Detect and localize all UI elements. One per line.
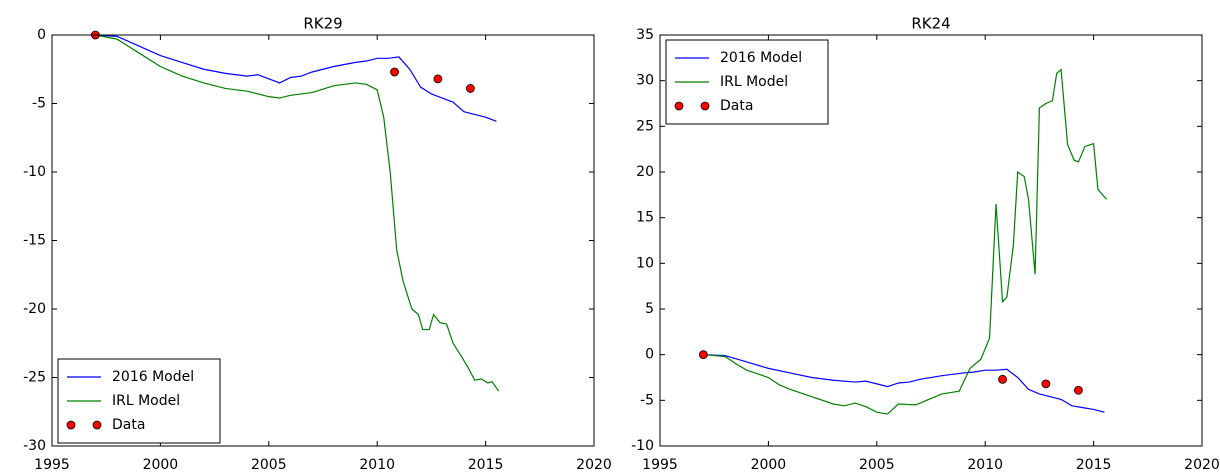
series-line	[703, 68, 1108, 415]
chart-title: RK29	[303, 15, 342, 33]
x-tick-label: 2000	[751, 457, 787, 473]
y-tick-label: 25	[636, 118, 654, 134]
legend: 2016 Model IRL Model Data	[57, 358, 221, 444]
legend-marker	[700, 101, 710, 111]
y-tick-label: 20	[636, 164, 654, 180]
x-tick-label: 2015	[1076, 457, 1112, 473]
x-tick-label: 2010	[359, 457, 395, 473]
y-tick-label: -5	[640, 392, 654, 408]
data-point	[698, 350, 708, 360]
x-tick-label: 2015	[468, 457, 504, 473]
y-tick-label: -25	[23, 370, 46, 386]
legend-marker	[674, 101, 684, 111]
legend-label: 2016 Model	[112, 369, 194, 385]
y-tick-label: -10	[631, 438, 654, 454]
plot-frame	[51, 34, 595, 447]
chart-title: RK24	[911, 15, 950, 33]
x-tick-label: 2010	[967, 457, 1003, 473]
plot-area	[703, 68, 1108, 415]
data-point	[1074, 385, 1083, 395]
x-tick-label: 2005	[859, 457, 895, 473]
x-tick-label: 2000	[143, 457, 179, 473]
x-tick-label: 2005	[251, 457, 287, 473]
chart-panel: RK29 1995 2000 2005 2010 2015 2020 -30 -25 -20 -15…	[23, 15, 612, 474]
data-point	[390, 67, 399, 77]
y-tick-label: -20	[23, 301, 46, 317]
chart-panel: RK24 1995 2000 2005 2010 2015 2020 -10 -5 0 5 10 15 2…	[631, 15, 1220, 474]
y-tick-label: 35	[636, 27, 654, 43]
legend-label: IRL Model	[720, 74, 788, 90]
y-tick-label: 5	[645, 301, 654, 317]
x-tick-label: 2020	[1184, 457, 1220, 473]
y-tick-label: -10	[23, 164, 46, 180]
data-point	[433, 74, 443, 84]
legend-label: 2016 Model	[720, 50, 802, 66]
y-tick-label: 30	[636, 73, 654, 89]
y-tick-label: -15	[23, 233, 46, 249]
x-tick-label: 2020	[576, 457, 612, 473]
y-tick-label: -30	[23, 438, 46, 454]
x-tick-label: 1995	[642, 457, 678, 473]
x-tick-label: 1995	[34, 457, 70, 473]
y-tick-label: -5	[32, 96, 46, 112]
legend-marker	[92, 420, 102, 430]
legend-label: Data	[720, 98, 753, 114]
legend-label: IRL Model	[112, 393, 180, 409]
data-point	[998, 374, 1007, 384]
plot-frame	[659, 34, 1203, 447]
y-tick-label: 0	[37, 27, 46, 43]
data-point	[1041, 379, 1051, 389]
legend-label: Data	[112, 417, 145, 433]
legend-marker	[66, 420, 76, 430]
data-point	[466, 84, 475, 93]
y-tick-label: 15	[636, 210, 654, 226]
y-tick-label: 0	[645, 347, 654, 363]
series-line	[95, 35, 497, 122]
series-line	[703, 354, 1105, 413]
series-line	[95, 35, 500, 392]
legend: 2016 Model IRL Model Data	[665, 39, 829, 125]
plot-area	[95, 35, 500, 392]
y-tick-label: 10	[636, 255, 654, 271]
